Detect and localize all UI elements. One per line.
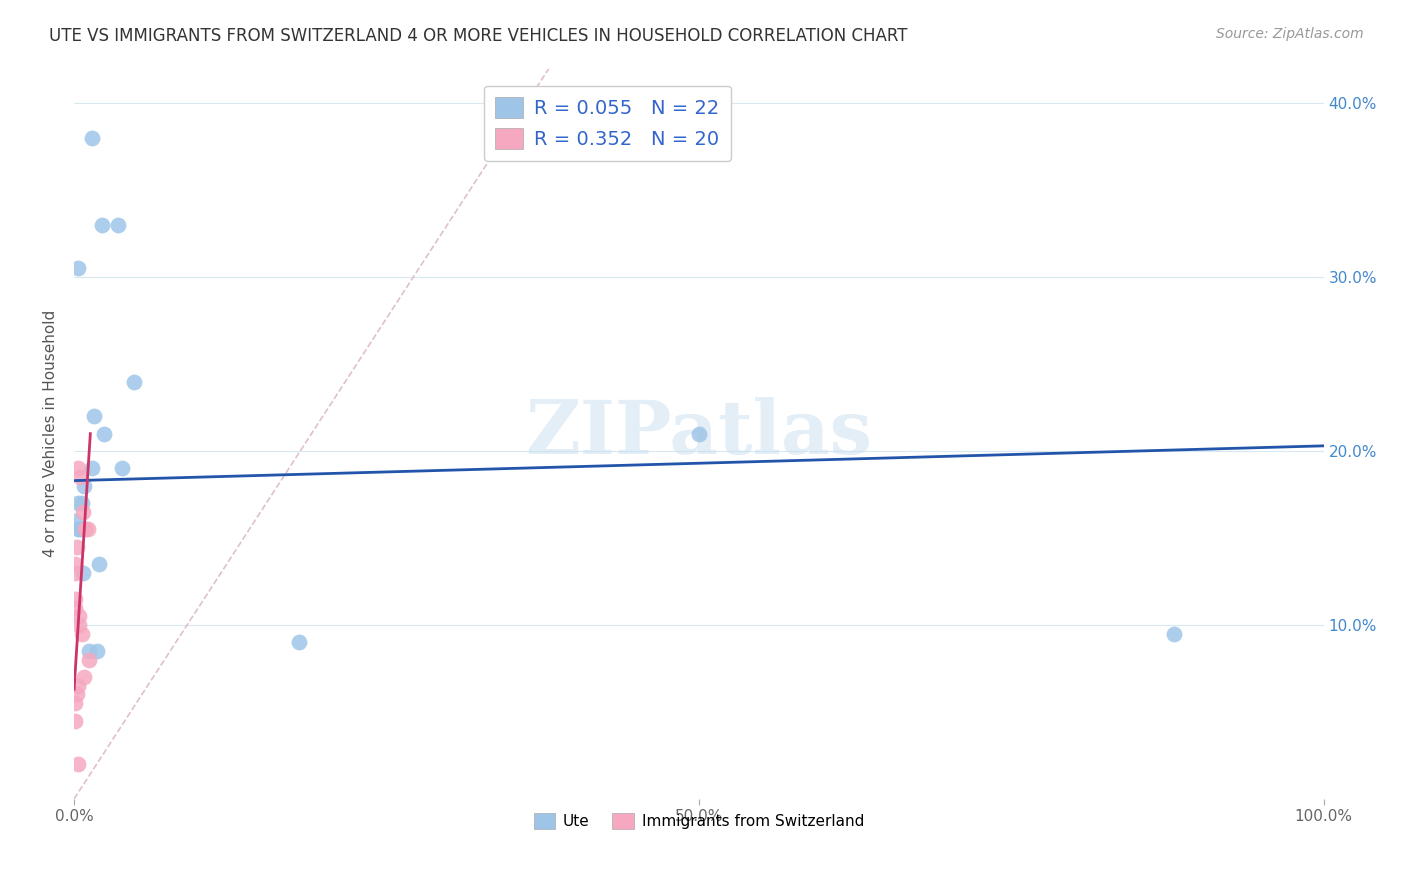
Point: [66, 461, 89, 475]
Point: [67, 618, 90, 632]
Point: [73, 670, 96, 684]
Text: UTE VS IMMIGRANTS FROM SWITZERLAND 4 OR MORE VEHICLES IN HOUSEHOLD CORRELATION C: UTE VS IMMIGRANTS FROM SWITZERLAND 4 OR …: [49, 27, 908, 45]
Point: [65, 514, 87, 528]
Point: [80, 461, 103, 475]
Point: [66, 522, 89, 536]
Point: [66, 757, 89, 772]
Point: [70, 496, 93, 510]
Point: [80, 131, 103, 145]
Point: [66, 261, 89, 276]
Point: [72, 505, 94, 519]
Point: [72, 566, 94, 580]
Point: [65, 591, 87, 606]
Text: ZIPatlas: ZIPatlas: [526, 397, 872, 470]
Point: [65, 540, 87, 554]
Point: [76, 522, 98, 536]
Point: [75, 522, 97, 536]
Point: [1163, 626, 1185, 640]
Point: [77, 653, 100, 667]
Point: [122, 375, 145, 389]
Point: [688, 426, 710, 441]
Point: [93, 426, 115, 441]
Point: [73, 479, 96, 493]
Point: [66, 679, 89, 693]
Point: [66, 496, 89, 510]
Point: [65, 566, 87, 580]
Point: [69, 470, 91, 484]
Point: [86, 644, 108, 658]
Point: [65, 688, 87, 702]
Point: [77, 644, 100, 658]
Legend: Ute, Immigrants from Switzerland: Ute, Immigrants from Switzerland: [527, 806, 870, 835]
Point: [83, 409, 105, 424]
Y-axis label: 4 or more Vehicles in Household: 4 or more Vehicles in Household: [44, 310, 58, 558]
Point: [65, 696, 87, 710]
Text: Source: ZipAtlas.com: Source: ZipAtlas.com: [1216, 27, 1364, 41]
Point: [65, 714, 87, 728]
Point: [67, 609, 90, 624]
Point: [110, 461, 132, 475]
Point: [87, 557, 110, 571]
Point: [65, 600, 87, 615]
Point: [69, 522, 91, 536]
Point: [288, 635, 311, 649]
Point: [70, 626, 93, 640]
Point: [107, 218, 129, 232]
Point: [90, 218, 112, 232]
Point: [65, 557, 87, 571]
